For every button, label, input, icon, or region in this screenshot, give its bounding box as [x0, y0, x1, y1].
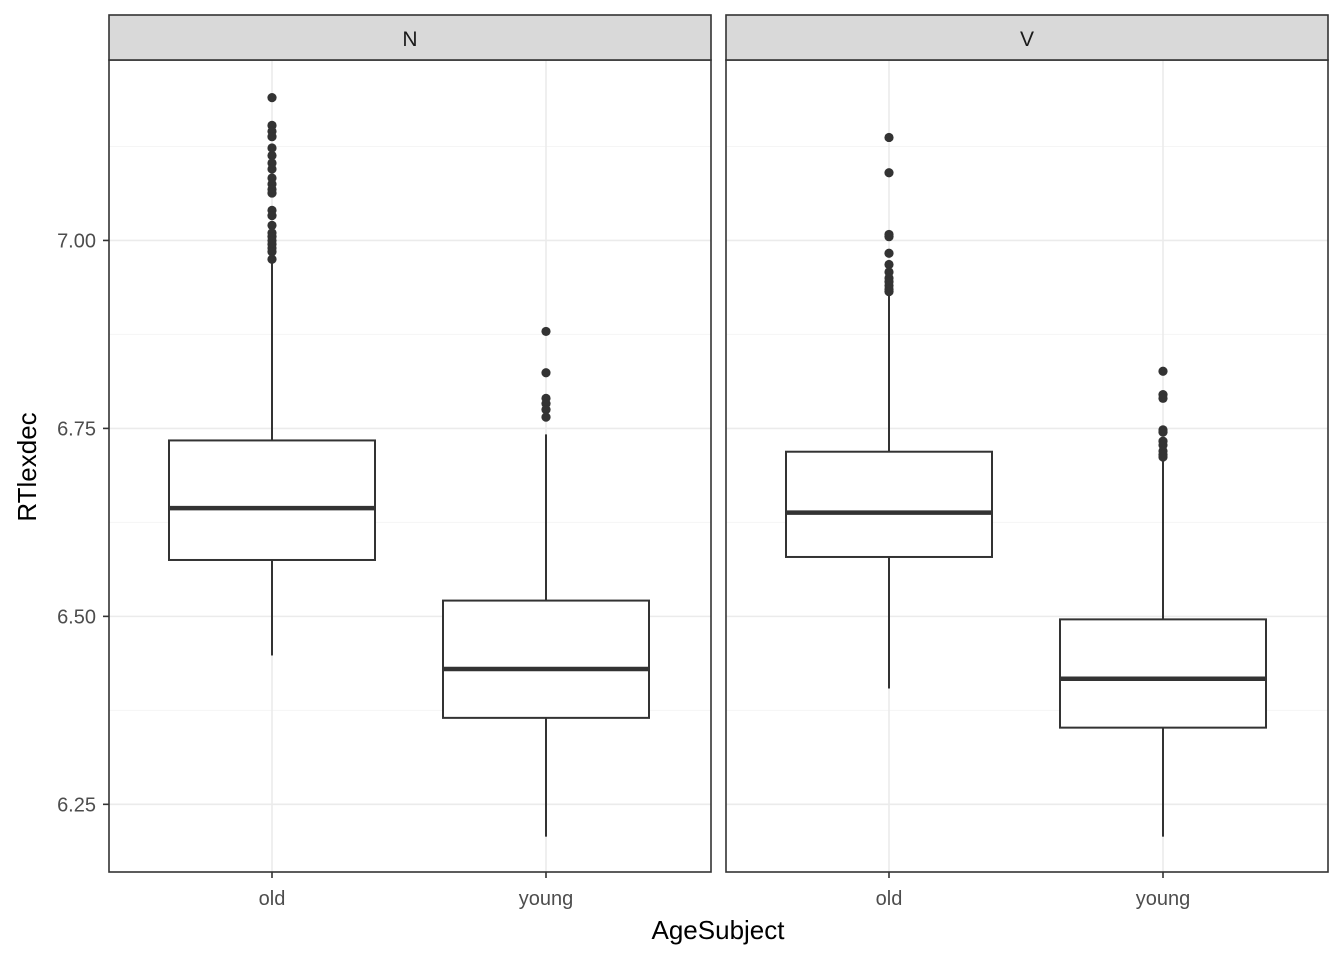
- box-V-old: [785, 132, 993, 689]
- iqr-box: [442, 599, 650, 719]
- iqr-box: [785, 450, 993, 558]
- outlier-point: [267, 254, 277, 264]
- x-axis-title: AgeSubject: [652, 915, 786, 945]
- outlier-point: [267, 92, 277, 103]
- x-tick-label: old: [876, 888, 903, 910]
- outlier-point: [267, 220, 277, 231]
- iqr-box: [168, 439, 376, 561]
- outlier-point: [541, 368, 551, 378]
- outlier-point: [267, 164, 277, 174]
- strip-background: [725, 14, 1329, 61]
- y-tick-label: 6.75: [57, 418, 96, 440]
- outlier-point: [267, 247, 277, 257]
- outlier-point: [1158, 427, 1168, 437]
- x-tick-label: young: [519, 888, 574, 910]
- y-axis-title: RTlexdec: [12, 412, 42, 521]
- outlier-point: [884, 259, 894, 270]
- y-tick-label: 6.25: [57, 794, 96, 816]
- outlier-point: [541, 326, 551, 337]
- outlier-point: [884, 248, 894, 258]
- outlier-point: [884, 286, 894, 297]
- strip-label: N: [402, 28, 417, 51]
- x-tick-label: young: [1136, 888, 1191, 910]
- strip-label: V: [1020, 28, 1034, 51]
- strip-background: [108, 14, 712, 61]
- outlier-point: [267, 150, 277, 161]
- y-axis: 6.25 6.50 6.75 7.00: [57, 230, 109, 816]
- outlier-point: [1158, 452, 1168, 462]
- y-tick-label: 7.00: [57, 230, 96, 252]
- outlier-point: [884, 132, 894, 143]
- iqr-box: [1059, 618, 1267, 729]
- outlier-point: [1158, 366, 1168, 376]
- outlier-point: [884, 232, 894, 242]
- box-N-young: [442, 326, 650, 837]
- x-tick-label: old: [259, 888, 286, 910]
- outlier-point: [267, 211, 277, 221]
- outlier-point: [541, 405, 551, 415]
- outlier-point: [267, 188, 277, 198]
- outlier-point: [1158, 393, 1168, 403]
- outlier-point: [884, 168, 894, 178]
- outlier-point: [267, 143, 277, 153]
- outlier-point: [267, 132, 277, 142]
- outlier-point: [541, 412, 551, 422]
- box-N-old: [168, 92, 376, 656]
- box-V-young: [1059, 366, 1267, 837]
- y-tick-label: 6.50: [57, 606, 96, 628]
